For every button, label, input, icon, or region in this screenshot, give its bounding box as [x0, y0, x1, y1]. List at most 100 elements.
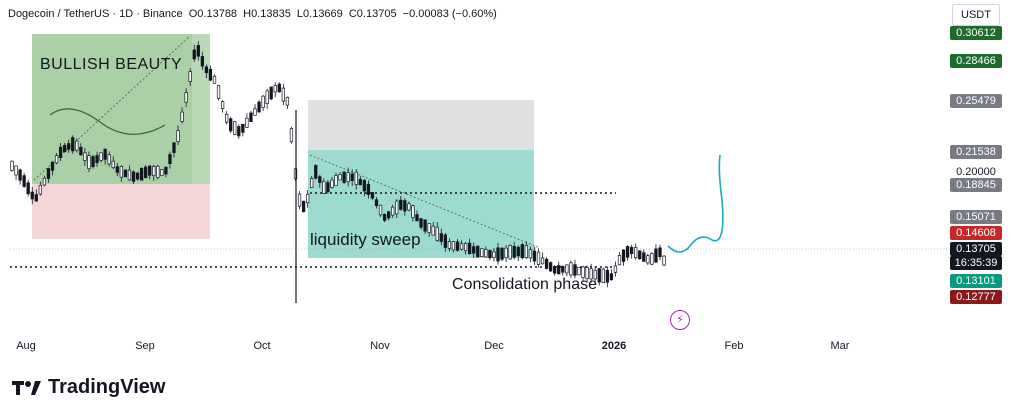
candle-body-up [378, 204, 383, 216]
candle [662, 255, 666, 267]
candle [306, 190, 310, 208]
candle [241, 123, 245, 137]
candle [605, 266, 609, 288]
candle-body-up [99, 152, 103, 161]
x-tick-Sep: Sep [135, 340, 155, 352]
candle [168, 151, 172, 169]
candle [160, 169, 164, 176]
candle-body-down [131, 171, 136, 182]
price-tag-0.13705: 0.13705 [950, 242, 1002, 256]
candle-body-up [306, 193, 310, 204]
candle [172, 142, 176, 158]
candle-body-up [42, 177, 47, 186]
candle [50, 161, 55, 176]
candle [512, 242, 516, 260]
candle [225, 111, 229, 125]
candle [484, 246, 488, 258]
candle [139, 167, 144, 181]
candle-body-up [617, 255, 622, 266]
symbol-label[interactable]: Dogecoin / TetherUS · 1D · Binance [8, 8, 183, 20]
candle-body-up [38, 184, 42, 195]
candle-body-up [322, 180, 326, 194]
candle-body-up [334, 175, 338, 186]
candle-body-down [204, 66, 209, 74]
candle-body-down [67, 143, 71, 150]
candle-body-up [593, 269, 597, 280]
candle [18, 168, 22, 185]
candle [83, 148, 87, 166]
candle [354, 169, 358, 190]
candle-body-down [22, 175, 26, 187]
lightning-event-icon[interactable]: ⚡ [670, 310, 690, 330]
trend-dashed-line [33, 35, 191, 181]
candle-body-down [488, 249, 492, 259]
candle-body-up [431, 225, 435, 236]
candle-body-down [269, 86, 273, 100]
price-tag-0.18845: 0.18845 [950, 178, 1002, 192]
candle-body-down [468, 242, 472, 255]
candle [617, 251, 622, 266]
candle [553, 264, 557, 276]
x-tick-Aug: Aug [16, 340, 36, 352]
candle [642, 249, 646, 262]
x-tick-Oct: Oct [253, 340, 271, 352]
high-value: H0.13835 [243, 8, 291, 20]
candle [30, 186, 34, 205]
candle-body-up [484, 249, 488, 258]
candle-body-up [581, 266, 585, 278]
candle-body-down [164, 166, 168, 175]
candle-body-down [415, 214, 419, 222]
candle [91, 154, 95, 169]
candle [107, 151, 111, 167]
sweep-zone-box [308, 150, 534, 258]
candle-body-down [95, 155, 99, 164]
candle-body-down [621, 249, 626, 262]
candle [342, 171, 346, 185]
candle [62, 142, 67, 153]
candle-body-down [520, 244, 524, 259]
candle-body-up [492, 251, 496, 258]
candle [374, 197, 379, 209]
candle-body-down [387, 211, 391, 219]
candle-body-down [366, 183, 371, 195]
candle [346, 167, 350, 187]
candle [176, 125, 180, 146]
candle-body-up [569, 262, 573, 276]
candle-body-up [127, 169, 132, 181]
candle [504, 244, 508, 262]
candle-body-down [544, 258, 549, 269]
candle-body-down [500, 247, 504, 260]
candle [370, 191, 375, 200]
consolidation-phase-label: Consolidation phase [452, 276, 597, 293]
candle [634, 243, 638, 260]
candle-body-down [192, 49, 196, 60]
close-value: C0.13705 [348, 8, 397, 20]
candle [496, 243, 500, 265]
candle-body-up [540, 257, 545, 265]
candle [569, 260, 573, 278]
candle-body-down [419, 218, 423, 228]
candle [540, 252, 545, 265]
candle [111, 156, 115, 170]
candle-body-up [297, 193, 302, 207]
symbol-header: Dogecoin / TetherUS · 1D · Binance O0.13… [8, 8, 500, 20]
candle [14, 165, 18, 180]
candle-body-up [220, 101, 225, 109]
candle [480, 248, 484, 257]
candle [382, 213, 387, 223]
candle [127, 165, 132, 181]
candle-body-up [646, 255, 650, 264]
candle-body-down [642, 252, 646, 262]
candle [629, 244, 634, 259]
candle-body-up [354, 171, 358, 185]
currency-selector[interactable]: USDT [952, 4, 1000, 26]
candle-body-up [225, 113, 229, 123]
candle-body-up [152, 166, 156, 177]
candle-body-up [289, 128, 294, 143]
candle [277, 82, 281, 93]
candle-body-up [407, 203, 411, 211]
candle-body-down [658, 247, 662, 258]
candle [99, 152, 103, 163]
candle-body-up [662, 255, 666, 266]
candle [196, 41, 200, 61]
